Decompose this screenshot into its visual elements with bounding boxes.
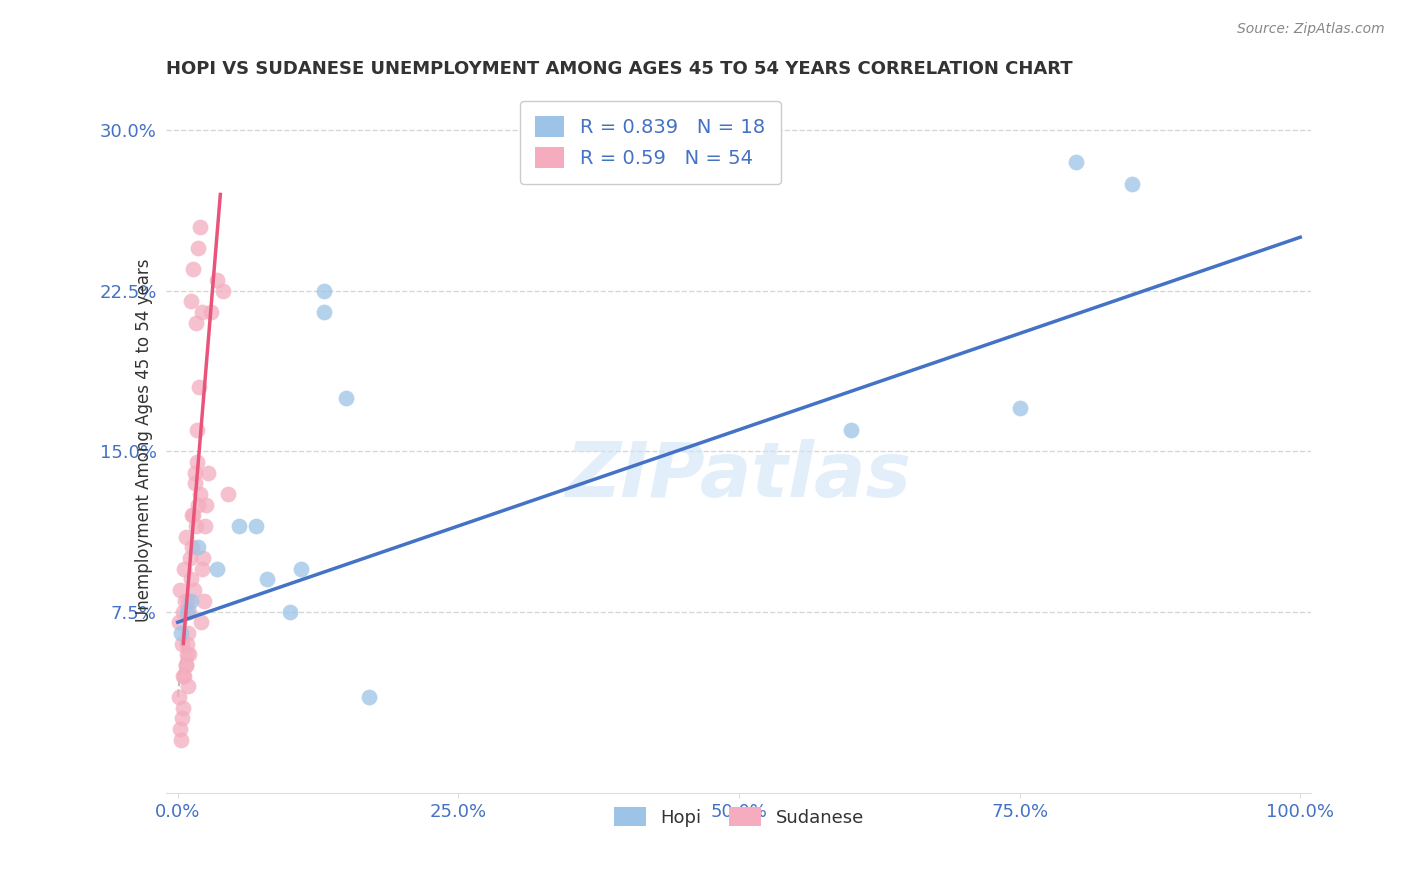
Point [335,391,357,405]
Point [176,605,198,619]
Point [1064,155,1087,169]
Point [177,626,200,640]
Point [180,294,202,309]
Point [188,219,211,234]
Point [200,305,222,319]
Text: Source: ZipAtlas.com: Source: ZipAtlas.com [1237,22,1385,37]
Point [180,594,202,608]
Point [188,380,211,394]
Point [188,487,211,501]
Point [186,455,208,469]
Point [174,658,197,673]
Point [357,690,380,704]
Point [181,508,204,523]
Point [177,680,200,694]
Point [187,498,209,512]
Point [174,530,197,544]
Point [187,541,209,555]
Point [211,284,233,298]
Point [177,594,200,608]
Point [179,551,201,566]
Point [180,541,202,555]
Y-axis label: Unemployment Among Ages 45 to 54 years: Unemployment Among Ages 45 to 54 years [135,259,153,622]
Point [191,305,214,319]
Point [172,669,194,683]
Point [312,305,335,319]
Point [1121,177,1143,191]
Point [187,241,209,255]
Point [183,262,205,277]
Point [169,583,191,598]
Point [169,722,191,736]
Point [170,626,193,640]
Point [181,508,204,523]
Point [194,519,217,533]
Point [190,615,212,630]
Point [186,423,208,437]
Point [172,605,194,619]
Point [174,594,197,608]
Point [290,562,312,576]
Point [172,711,194,725]
Legend: Hopi, Sudanese: Hopi, Sudanese [606,800,872,834]
Point [191,562,214,576]
Point [173,562,195,576]
Point [169,615,191,630]
Point [183,466,205,480]
Point [191,551,214,566]
Point [278,605,301,619]
Point [172,700,194,714]
Point [186,519,208,533]
Point [184,476,207,491]
Point [839,423,862,437]
Point [174,658,197,673]
Point [173,669,195,683]
Point [176,637,198,651]
Point [205,273,228,287]
Point [193,594,215,608]
Text: HOPI VS SUDANESE UNEMPLOYMENT AMONG AGES 45 TO 54 YEARS CORRELATION CHART: HOPI VS SUDANESE UNEMPLOYMENT AMONG AGES… [166,60,1073,78]
Point [177,648,200,662]
Point [197,466,219,480]
Point [228,519,250,533]
Point [245,519,267,533]
Point [217,487,239,501]
Point [312,284,335,298]
Point [170,637,193,651]
Point [180,573,202,587]
Point [183,583,205,598]
Point [170,732,193,747]
Point [194,498,217,512]
Point [179,605,201,619]
Point [167,690,190,704]
Point [205,562,228,576]
Point [256,573,278,587]
Point [184,316,207,330]
Point [1008,401,1031,416]
Text: ZIPatlas: ZIPatlas [567,439,912,513]
Point [176,648,198,662]
